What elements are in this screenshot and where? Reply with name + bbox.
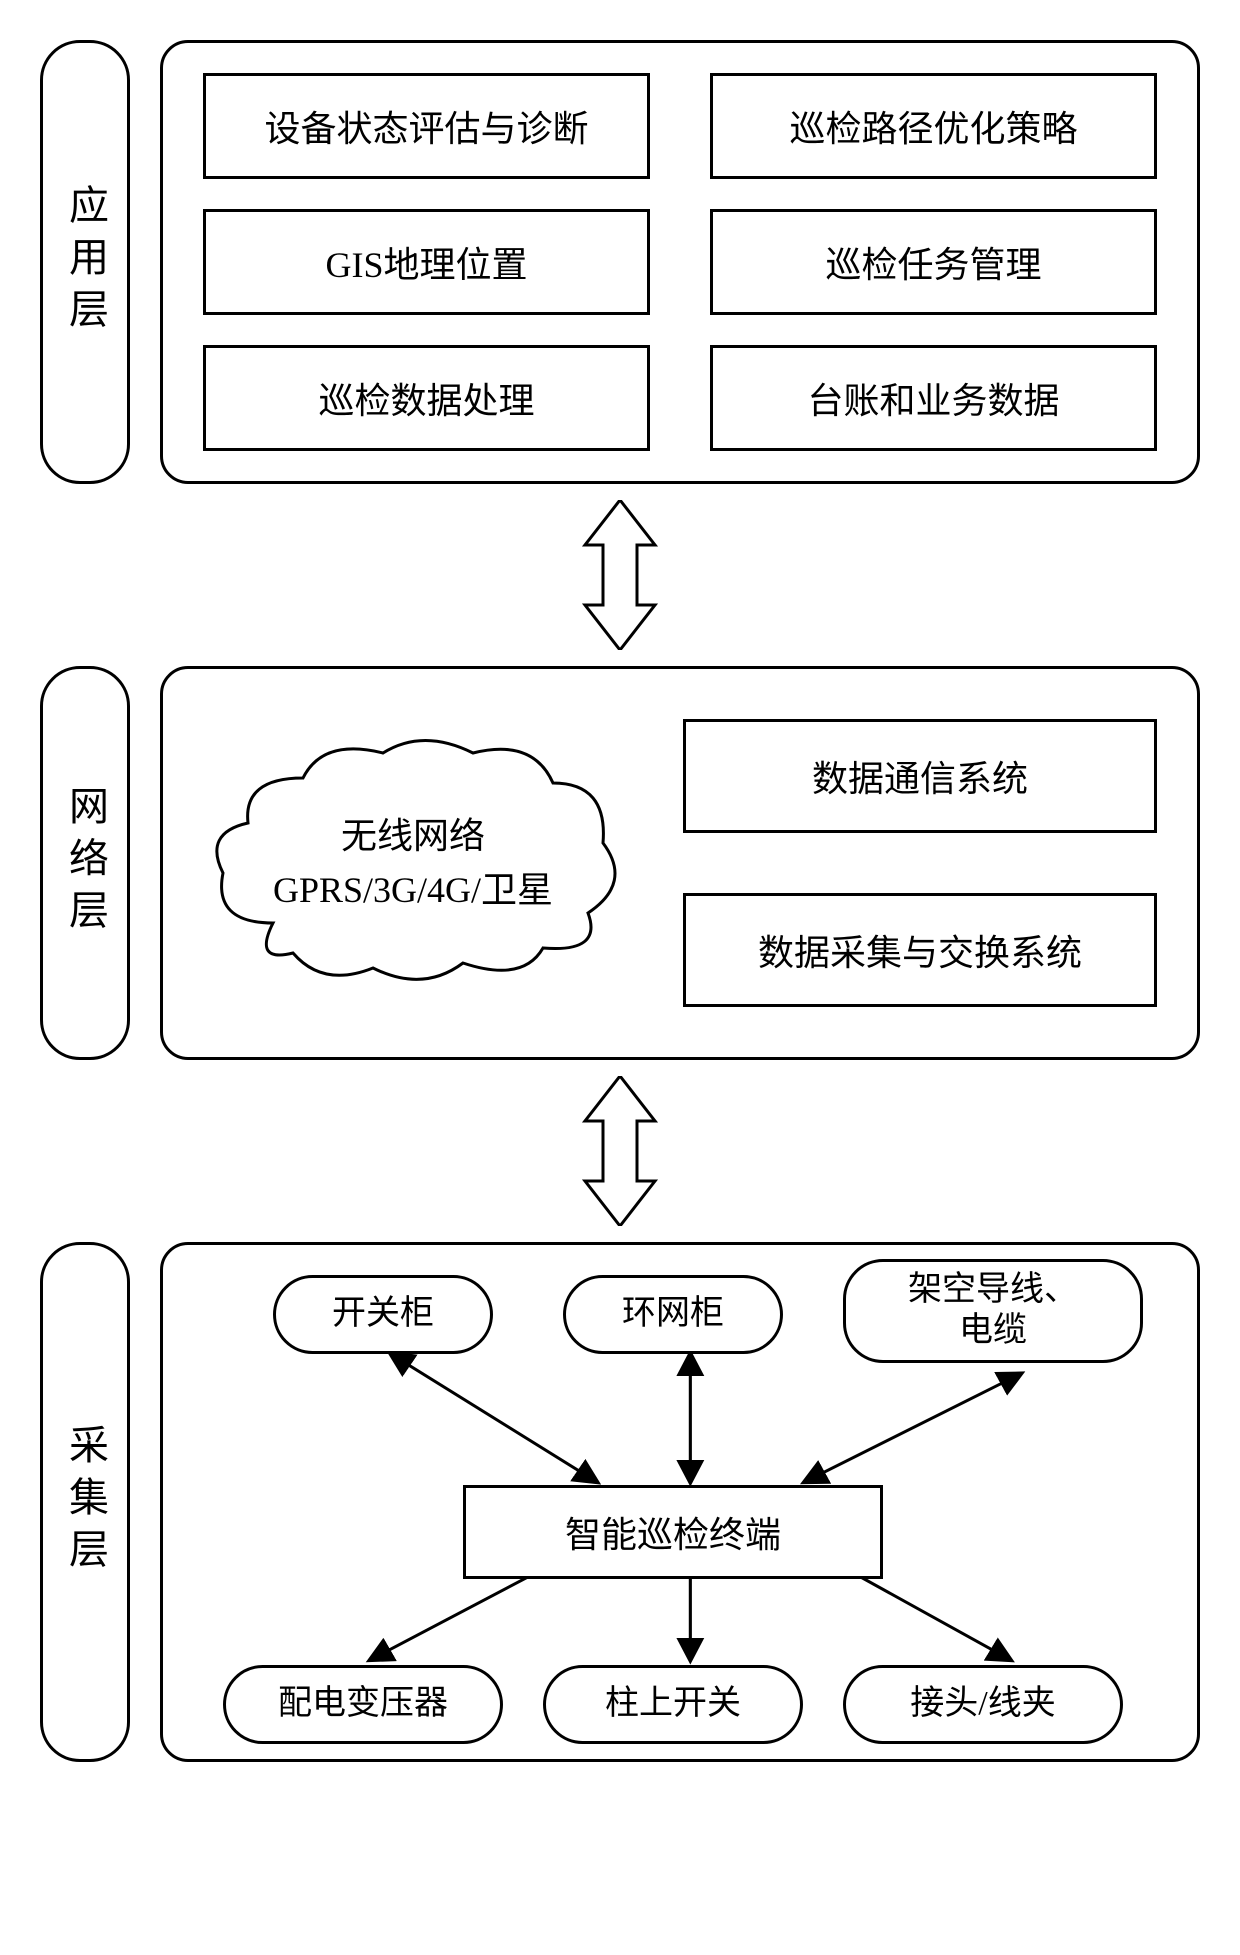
- app-box-4: 巡检数据处理: [203, 345, 650, 451]
- net-layer-label: 网络层: [40, 666, 130, 1060]
- app-layer-panel: 设备状态评估与诊断 巡检路径优化策略 GIS地理位置 巡检任务管理 巡检数据处理…: [160, 40, 1200, 484]
- collect-layer-panel: 开关柜 环网柜 架空导线、 电缆 智能巡检终端 配电变压器 柱上开关 接头/线夹: [160, 1242, 1200, 1762]
- pill-top-2-line2: 电缆: [858, 1311, 1128, 1352]
- net-right-col: 数据通信系统 数据采集与交换系统: [683, 719, 1157, 1007]
- net-layer-panel: 无线网络 GPRS/3G/4G/卫星 数据通信系统 数据采集与交换系统: [160, 666, 1200, 1060]
- app-box-5: 台账和业务数据: [710, 345, 1157, 451]
- app-box-1: 巡检路径优化策略: [710, 73, 1157, 179]
- app-box-3: 巡检任务管理: [710, 209, 1157, 315]
- app-box-2: GIS地理位置: [203, 209, 650, 315]
- pill-bottom-2: 接头/线夹: [843, 1665, 1123, 1744]
- center-terminal: 智能巡检终端: [463, 1485, 883, 1579]
- pill-bottom-0: 配电变压器: [223, 1665, 503, 1744]
- arrow-app-net: [575, 500, 665, 650]
- architecture-diagram: 应用层 设备状态评估与诊断 巡检路径优化策略 GIS地理位置 巡检任务管理 巡检…: [40, 40, 1200, 1762]
- collect-layer-row: 采集层 开关柜 环网柜 架空导线、 电缆 智能巡检终端 配电变压器 柱上开关: [40, 1242, 1200, 1762]
- arrow-net-collect: [575, 1076, 665, 1226]
- net-layer-row: 网络层 无线网络 GPRS/3G/4G/卫星 数据通信系统 数据采集与交换系统: [40, 666, 1200, 1060]
- pill-top-2: 架空导线、 电缆: [843, 1259, 1143, 1363]
- app-layer-row: 应用层 设备状态评估与诊断 巡检路径优化策略 GIS地理位置 巡检任务管理 巡检…: [40, 40, 1200, 484]
- pill-top-1: 环网柜: [563, 1275, 783, 1354]
- app-box-0: 设备状态评估与诊断: [203, 73, 650, 179]
- cloud-wireless: 无线网络 GPRS/3G/4G/卫星: [203, 723, 623, 1003]
- cloud-text: 无线网络 GPRS/3G/4G/卫星: [273, 809, 553, 917]
- app-layer-label: 应用层: [40, 40, 130, 484]
- pill-bottom-1: 柱上开关: [543, 1665, 803, 1744]
- pill-top-2-line1: 架空导线、: [858, 1270, 1128, 1311]
- pill-top-0: 开关柜: [273, 1275, 493, 1354]
- net-box-1: 数据采集与交换系统: [683, 893, 1157, 1007]
- net-row: 无线网络 GPRS/3G/4G/卫星 数据通信系统 数据采集与交换系统: [203, 719, 1157, 1007]
- net-box-0: 数据通信系统: [683, 719, 1157, 833]
- app-grid: 设备状态评估与诊断 巡检路径优化策略 GIS地理位置 巡检任务管理 巡检数据处理…: [203, 73, 1157, 451]
- cloud-line2: GPRS/3G/4G/卫星: [273, 863, 553, 917]
- cloud-line1: 无线网络: [273, 809, 553, 863]
- collect-layer-label: 采集层: [40, 1242, 130, 1762]
